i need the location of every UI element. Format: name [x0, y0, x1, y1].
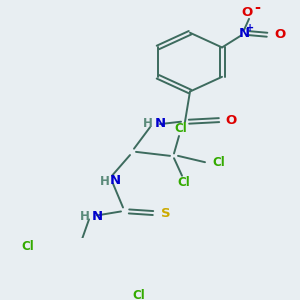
- Text: N: N: [92, 210, 103, 223]
- Text: N: N: [238, 27, 250, 40]
- Text: O: O: [225, 114, 237, 127]
- Text: N: N: [110, 174, 121, 187]
- Text: S: S: [161, 206, 171, 220]
- Text: H: H: [143, 117, 153, 130]
- Text: Cl: Cl: [178, 176, 190, 189]
- Text: Cl: Cl: [21, 240, 34, 253]
- Text: +: +: [246, 23, 254, 33]
- Text: Cl: Cl: [132, 289, 145, 300]
- Text: -: -: [254, 0, 260, 15]
- Text: H: H: [100, 175, 110, 188]
- Text: H: H: [80, 210, 90, 223]
- Text: Cl: Cl: [213, 156, 225, 169]
- Text: O: O: [242, 6, 253, 19]
- Text: Cl: Cl: [175, 122, 188, 135]
- Text: O: O: [274, 28, 286, 41]
- Text: N: N: [154, 117, 166, 130]
